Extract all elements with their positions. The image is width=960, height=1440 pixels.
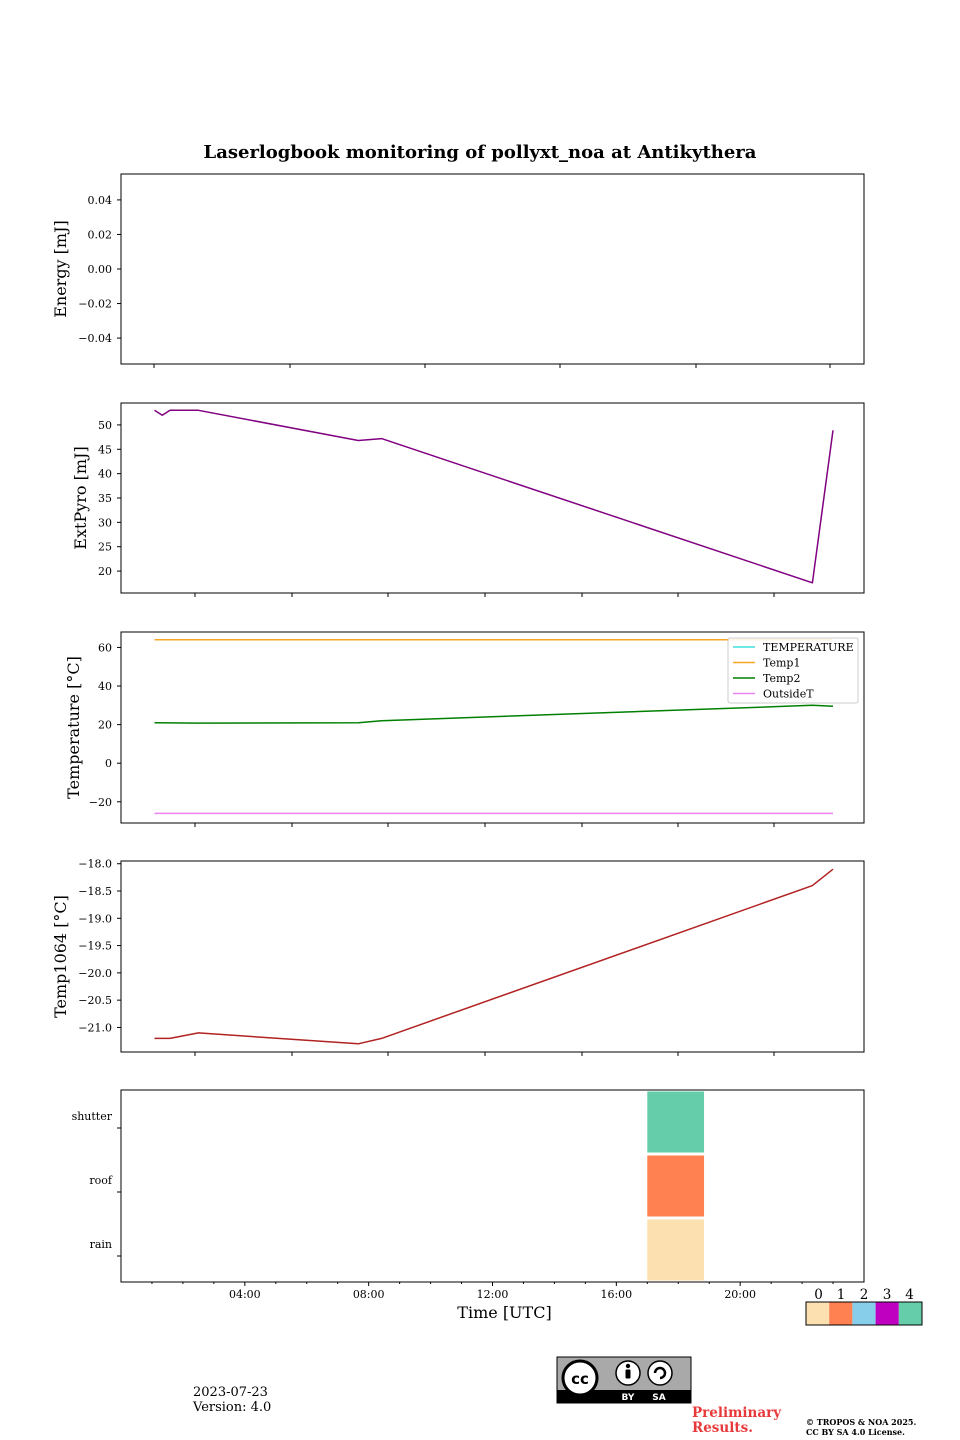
colorbar-label-3: 3 <box>883 1287 892 1303</box>
y-tick-label: 0.04 <box>88 194 113 207</box>
colorbar-frame <box>805 1301 923 1326</box>
y-tick-label: 35 <box>98 492 112 505</box>
colorbar-cell-1 <box>829 1302 853 1325</box>
preliminary-line-1: Preliminary <box>692 1405 782 1421</box>
colorbar-cell-3 <box>875 1302 899 1325</box>
x-tick-label: 20:00 <box>724 1288 756 1301</box>
panel-energy: 0.04 0.02 0.00 −0.02 −0.04 Energy [mJ] <box>51 173 865 368</box>
y-tick-label: −18.5 <box>78 885 112 898</box>
colorbar-cell-2 <box>852 1302 876 1325</box>
y-tick-label: 40 <box>98 468 112 481</box>
y-axis-label: ExtPyro [mJ] <box>71 446 90 549</box>
status-block-rain <box>647 1219 705 1281</box>
copyright-line-2: CC BY SA 4.0 License. <box>806 1427 905 1437</box>
colorbar-label-4: 4 <box>905 1287 914 1303</box>
series-line-temp1064 <box>154 868 834 1045</box>
legend-label: Temp1 <box>763 657 800 670</box>
y-tick-label: 45 <box>98 443 112 456</box>
preliminary-note: Preliminary Results. <box>692 1406 781 1436</box>
footer-date: 2023-07-23 <box>193 1385 268 1400</box>
x-tick-label: 04:00 <box>229 1288 261 1301</box>
colorbar-label-2: 2 <box>860 1287 869 1303</box>
y-tick-label: 30 <box>98 516 112 529</box>
y-tick-label: −21.0 <box>78 1021 112 1034</box>
y-axis-label: Energy [mJ] <box>51 220 70 318</box>
y-tick-label: −19.0 <box>78 912 112 925</box>
preliminary-line-2: Results. <box>692 1420 753 1436</box>
svg-text:cc: cc <box>571 1370 589 1388</box>
y-tick-label: −0.02 <box>78 298 112 311</box>
y-tick-label: 20 <box>98 565 112 578</box>
x-tick-label: 08:00 <box>353 1288 385 1301</box>
panel-extpyro: 50 45 40 35 30 25 20 ExtPyro [mJ] <box>71 402 865 597</box>
y-tick-label: 50 <box>98 419 112 432</box>
y-tick-label: 0.00 <box>88 263 113 276</box>
y-tick-label: 0.02 <box>88 228 113 241</box>
colorbar-cell-0 <box>806 1302 830 1325</box>
row-label-roof: roof <box>89 1174 113 1187</box>
colorbar-cell-4 <box>898 1302 922 1325</box>
share-alike-icon <box>647 1360 673 1386</box>
cc-logo-icon <box>561 1359 599 1397</box>
y-tick-label: 25 <box>98 541 112 554</box>
copyright-line-1: © TROPOS & NOA 2025. <box>806 1417 917 1427</box>
row-label-rain: rain <box>90 1238 112 1251</box>
legend-box <box>727 637 859 704</box>
row-label-shutter: shutter <box>72 1110 113 1123</box>
y-tick-label: 60 <box>98 641 112 654</box>
y-tick-label: −0.04 <box>78 332 112 345</box>
y-tick-label: 40 <box>98 680 112 693</box>
y-tick-label: −19.5 <box>78 940 112 953</box>
y-tick-label: 0 <box>105 757 112 770</box>
chart-title: Laserlogbook monitoring of pollyxt_noa a… <box>204 142 757 163</box>
series-line-extpyro <box>154 409 834 584</box>
license-by-label: BY <box>622 1393 635 1403</box>
legend-label: OutsideT <box>763 688 814 701</box>
y-tick-label: −20.5 <box>78 994 112 1007</box>
cc-license-badge: cc BY SA <box>556 1356 692 1404</box>
panel-status: rain roof shutter 04:00 08:00 12:00 16:00 20:00… <box>72 1089 865 1322</box>
status-block-shutter <box>647 1091 705 1153</box>
license-sa-label: SA <box>652 1393 665 1403</box>
legend-label: TEMPERATURE <box>763 641 854 654</box>
panel-frame <box>120 1089 865 1283</box>
x-tick-label: 16:00 <box>600 1288 632 1301</box>
copyright-note: © TROPOS & NOA 2025. CC BY SA 4.0 Licens… <box>806 1417 916 1437</box>
y-tick-label: −18.0 <box>78 858 112 871</box>
colorbar-label-1: 1 <box>837 1287 846 1303</box>
panel-temp1064: −18.0 −18.5 −19.0 −19.5 −20.0 −20.5 −21.0 Temp1… <box>51 858 865 1056</box>
panel-frame <box>120 860 865 1053</box>
status-block-roof <box>647 1155 705 1217</box>
legend: TEMPERATURE Temp1 Temp2 OutsideT <box>727 637 859 704</box>
panel-frame <box>120 402 865 594</box>
panel-temperature: 60 40 20 0 −20 Temperature [°C] TEMPERATURE Tem… <box>64 631 865 827</box>
y-tick-label: −20 <box>89 796 112 809</box>
footer-version: Version: 4.0 <box>193 1400 272 1415</box>
x-axis-label: Time [UTC] <box>457 1303 551 1322</box>
legend-label: Temp2 <box>763 672 800 685</box>
y-axis-label: Temperature [°C] <box>64 656 83 799</box>
colorbar-label-0: 0 <box>814 1287 823 1303</box>
x-tick-label: 12:00 <box>477 1288 509 1301</box>
y-tick-label: 20 <box>98 719 112 732</box>
panel-frame <box>120 173 865 365</box>
y-tick-label: −20.0 <box>78 967 112 980</box>
y-axis-label: Temp1064 [°C] <box>51 895 70 1018</box>
series-line-temp2 <box>154 704 834 724</box>
